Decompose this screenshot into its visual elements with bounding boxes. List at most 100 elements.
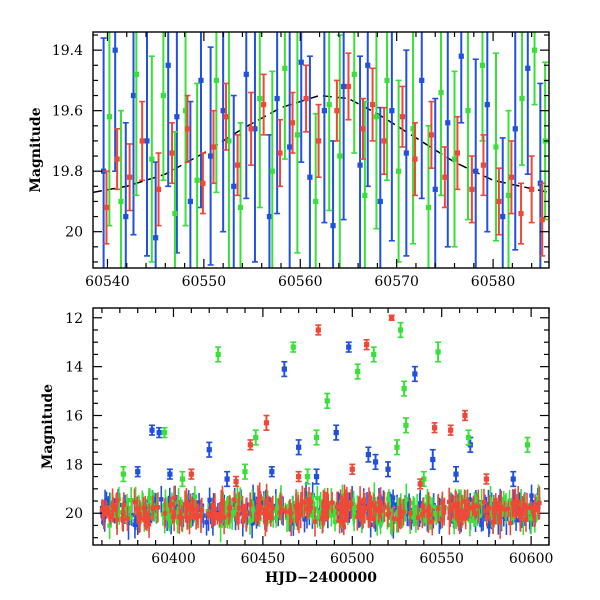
data-point — [266, 213, 273, 220]
baseline-point — [264, 498, 269, 503]
baseline-point — [215, 516, 220, 521]
data-point — [281, 366, 287, 372]
data-point — [341, 83, 347, 90]
x-tick-label: 60550 — [182, 274, 227, 290]
baseline-point — [268, 503, 274, 508]
baseline-point — [373, 506, 379, 511]
data-point — [188, 471, 194, 477]
baseline-point — [142, 517, 147, 522]
data-point — [269, 168, 275, 174]
baseline-point — [262, 508, 267, 513]
plot-area — [99, 314, 542, 543]
baseline-point — [382, 504, 387, 510]
baseline-point — [219, 504, 224, 509]
baseline-point — [308, 500, 314, 505]
baseline-point — [132, 500, 137, 505]
data-point — [453, 471, 459, 477]
baseline-point — [224, 508, 230, 514]
baseline-point — [499, 504, 504, 510]
data-point — [396, 168, 402, 174]
data-point — [287, 144, 293, 150]
data-point — [194, 177, 200, 183]
baseline-point — [117, 510, 122, 515]
baseline-point — [357, 503, 362, 509]
baseline-point — [398, 514, 404, 519]
data-point — [435, 349, 441, 355]
data-point — [403, 150, 409, 156]
data-point — [172, 210, 178, 217]
data-point — [451, 156, 458, 162]
x-tick-label: 60580 — [471, 274, 516, 290]
data-point — [182, 108, 189, 114]
baseline-point — [411, 515, 417, 520]
baseline-point — [409, 519, 414, 524]
data-point — [206, 447, 212, 453]
data-point — [326, 102, 332, 108]
baseline-point — [178, 502, 184, 507]
baseline-point — [152, 512, 157, 518]
data-point — [296, 473, 302, 480]
baseline-point — [315, 496, 320, 501]
data-point — [210, 144, 217, 150]
baseline-point — [174, 515, 179, 520]
baseline-point — [227, 505, 233, 510]
baseline-point — [240, 507, 245, 513]
data-point — [493, 144, 499, 150]
model-curve — [93, 94, 549, 194]
data-point — [360, 126, 366, 132]
plot-area — [93, 32, 549, 268]
baseline-point — [332, 519, 338, 525]
data-point — [179, 476, 186, 482]
data-point — [149, 427, 155, 433]
baseline-point — [114, 502, 119, 508]
data-point — [313, 434, 320, 441]
data-point — [315, 138, 322, 144]
baseline-point — [501, 501, 506, 506]
data-point — [519, 95, 525, 102]
data-point — [235, 162, 241, 168]
baseline-point — [206, 511, 211, 516]
baseline-point — [238, 496, 243, 501]
baseline-point — [337, 518, 342, 524]
baseline-point — [465, 502, 470, 508]
baseline-point — [275, 507, 281, 512]
baseline-point — [446, 499, 452, 505]
baseline-point — [166, 514, 171, 519]
baseline-point — [172, 495, 177, 500]
data-point — [174, 114, 180, 120]
baseline-point — [480, 513, 486, 518]
baseline-point — [298, 502, 304, 507]
data-point — [289, 120, 296, 126]
data-point — [123, 213, 129, 220]
baseline-point — [146, 522, 152, 527]
data-point — [371, 351, 377, 358]
data-point — [169, 150, 175, 156]
baseline-point — [244, 512, 249, 518]
baseline-point — [101, 512, 107, 517]
data-point — [431, 425, 438, 431]
baseline-point — [388, 522, 394, 528]
baseline-point — [241, 517, 246, 522]
baseline-point — [357, 499, 363, 504]
baseline-point — [210, 502, 215, 508]
data-point — [410, 126, 416, 132]
baseline-point — [514, 503, 520, 508]
data-point — [362, 192, 368, 198]
baseline-point — [456, 512, 461, 517]
data-point — [120, 471, 126, 477]
baseline-point — [521, 502, 527, 508]
data-point — [483, 476, 490, 482]
baseline-point — [358, 507, 363, 513]
baseline-point — [107, 523, 112, 528]
baseline-point — [453, 503, 458, 509]
baseline-point — [441, 510, 447, 515]
data-point — [512, 126, 518, 132]
baseline-point — [448, 508, 453, 513]
baseline-point — [397, 519, 402, 524]
data-point — [303, 95, 309, 102]
baseline-point — [458, 503, 464, 509]
baseline-point — [253, 517, 259, 522]
data-point — [510, 476, 516, 482]
data-point — [524, 442, 531, 448]
baseline-point — [440, 517, 445, 523]
